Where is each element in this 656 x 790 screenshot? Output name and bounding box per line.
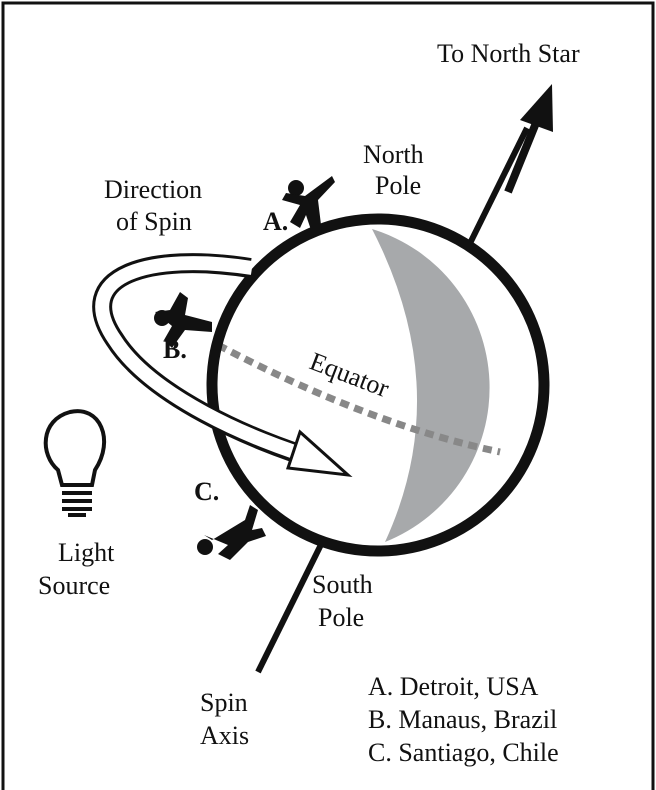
marker-label: C. <box>194 477 219 506</box>
spin-direction-label: of Spin <box>116 207 192 236</box>
north-pole-label: Pole <box>375 171 421 200</box>
light-source-label: Source <box>38 571 110 600</box>
north-pole-label: North <box>363 140 424 169</box>
south-pole-label: South <box>312 570 373 599</box>
light-source-label: Light <box>58 538 115 567</box>
south-pole-label: Pole <box>318 603 364 632</box>
diagram: To North Star North Pole Direction of Sp… <box>0 0 656 790</box>
marker-label: B. <box>163 335 187 364</box>
spin-axis-label: Axis <box>200 721 249 750</box>
north-star-label: To North Star <box>437 39 580 68</box>
spin-axis-label: Spin <box>200 688 248 717</box>
legend-item: C. Santiago, Chile <box>368 738 559 767</box>
spin-direction-label: Direction <box>104 175 202 204</box>
legend-item: B. Manaus, Brazil <box>368 705 557 734</box>
marker-label: A. <box>263 207 288 236</box>
legend-item: A. Detroit, USA <box>368 672 539 701</box>
